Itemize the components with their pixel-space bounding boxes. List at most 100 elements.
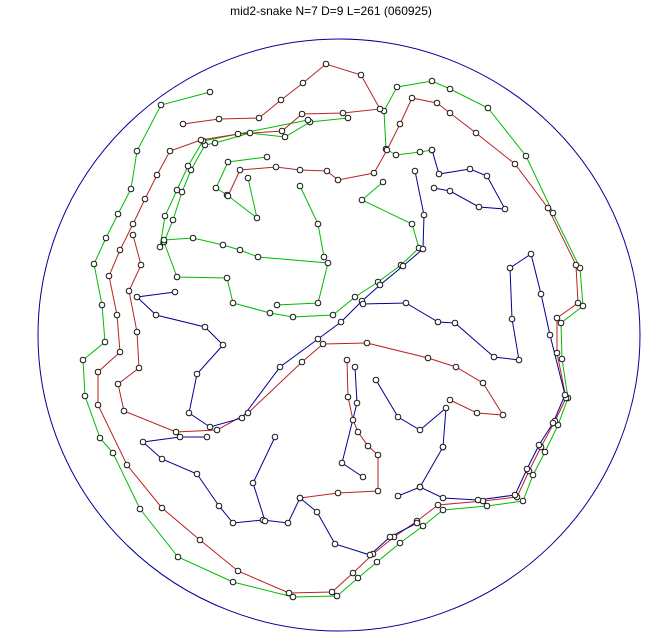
vertex-marker xyxy=(81,392,89,400)
vertex-marker xyxy=(193,370,201,378)
vertex-marker xyxy=(370,169,378,177)
vertex-marker xyxy=(549,209,557,217)
vertex-marker xyxy=(323,167,331,175)
vertex-marker xyxy=(446,396,454,404)
vertex-marker xyxy=(313,508,321,516)
vertex-marker xyxy=(94,401,102,409)
vertex-marker xyxy=(363,339,371,347)
vertex-marker xyxy=(224,192,232,200)
vertex-marker xyxy=(289,313,297,321)
vertex-marker xyxy=(376,281,384,289)
vertex-marker xyxy=(331,540,339,548)
vertex-marker xyxy=(572,261,580,269)
plot-title: mid2-snake N=7 D=9 L=261 (060925) xyxy=(230,4,432,18)
vertex-marker xyxy=(105,272,113,280)
vertex-marker xyxy=(354,574,362,582)
vertex-marker xyxy=(215,502,223,510)
vertex-marker xyxy=(501,205,509,213)
vertex-marker xyxy=(116,246,124,254)
vertex-marker xyxy=(79,356,87,364)
vertex-marker xyxy=(402,299,410,307)
vertex-marker xyxy=(296,166,304,174)
path-navy-bottom-spur xyxy=(252,436,276,522)
vertex-marker xyxy=(219,241,227,249)
vertex-marker xyxy=(179,120,187,128)
vertex-marker xyxy=(172,428,180,436)
vertex-marker xyxy=(96,434,104,442)
vertex-marker xyxy=(253,214,261,222)
vertex-marker xyxy=(109,449,117,457)
vertex-marker xyxy=(413,519,421,527)
vertex-marker xyxy=(98,301,106,309)
vertex-marker xyxy=(349,416,357,424)
vertex-marker xyxy=(416,148,424,156)
vertex-marker xyxy=(314,220,322,228)
path-green-pair-strand xyxy=(159,119,309,248)
vertex-marker xyxy=(472,129,480,137)
vertex-marker xyxy=(271,433,279,441)
vertex-marker xyxy=(359,300,367,308)
vertex-marker xyxy=(339,109,347,117)
vertex-marker xyxy=(511,160,519,168)
vertex-marker xyxy=(152,311,160,319)
vertex-marker xyxy=(357,71,365,79)
vertex-marker xyxy=(324,259,332,267)
vertex-marker xyxy=(171,288,179,296)
vertex-marker xyxy=(411,167,419,175)
vertex-marker xyxy=(101,338,109,346)
vertex-marker xyxy=(393,83,401,91)
vertex-marker xyxy=(136,505,144,513)
vertex-marker xyxy=(196,536,204,544)
boundary-circle xyxy=(37,38,641,632)
vertex-marker xyxy=(428,77,436,85)
vertex-marker xyxy=(322,60,330,68)
vertex-marker xyxy=(558,355,566,363)
vertex-marker xyxy=(166,147,174,155)
vertex-marker xyxy=(451,319,459,327)
vertex-marker xyxy=(141,195,149,203)
vertex-marker xyxy=(234,567,242,575)
vertex-marker xyxy=(129,231,137,239)
vertex-marker xyxy=(94,368,102,376)
vertex-marker xyxy=(519,497,527,505)
vertex-marker xyxy=(416,483,424,491)
vertex-marker xyxy=(246,129,254,137)
vertex-marker xyxy=(396,539,404,547)
vertex-marker xyxy=(215,115,223,123)
vertex-marker xyxy=(439,443,447,451)
vertex-marker xyxy=(419,245,427,253)
vertex-marker xyxy=(386,533,394,541)
vertex-marker xyxy=(446,85,454,93)
vertex-marker xyxy=(129,220,137,228)
vertex-marker xyxy=(314,335,322,343)
vertex-marker xyxy=(139,438,147,446)
vertex-marker xyxy=(376,105,384,113)
vertex-marker xyxy=(263,153,271,161)
vertex-marker xyxy=(535,441,543,449)
vertex-marker xyxy=(203,433,211,441)
path-green-top-center-loop xyxy=(215,156,268,220)
vertex-marker xyxy=(184,162,192,170)
vertex-marker xyxy=(289,593,297,601)
vertex-marker xyxy=(574,299,582,307)
vertex-marker xyxy=(359,473,367,481)
vertex-marker xyxy=(173,186,181,194)
vertex-marker xyxy=(523,465,531,473)
vertex-marker xyxy=(120,407,128,415)
vertex-marker xyxy=(211,139,219,147)
vertex-marker xyxy=(185,409,193,417)
vertex-marker xyxy=(223,274,231,282)
vertex-marker xyxy=(296,494,304,502)
path-navy-center-diagonal xyxy=(135,170,425,428)
vertex-marker xyxy=(90,260,98,268)
vertex-marker xyxy=(394,492,402,500)
vertex-marker xyxy=(511,491,519,499)
vertex-marker xyxy=(379,178,387,186)
vertex-marker xyxy=(229,519,237,527)
vertex-marker xyxy=(557,319,565,327)
vertex-marker xyxy=(328,588,336,596)
vertex-marker xyxy=(298,358,306,366)
vertex-marker xyxy=(254,253,262,261)
vertex-marker xyxy=(329,311,337,319)
vertex-marker xyxy=(473,409,481,417)
